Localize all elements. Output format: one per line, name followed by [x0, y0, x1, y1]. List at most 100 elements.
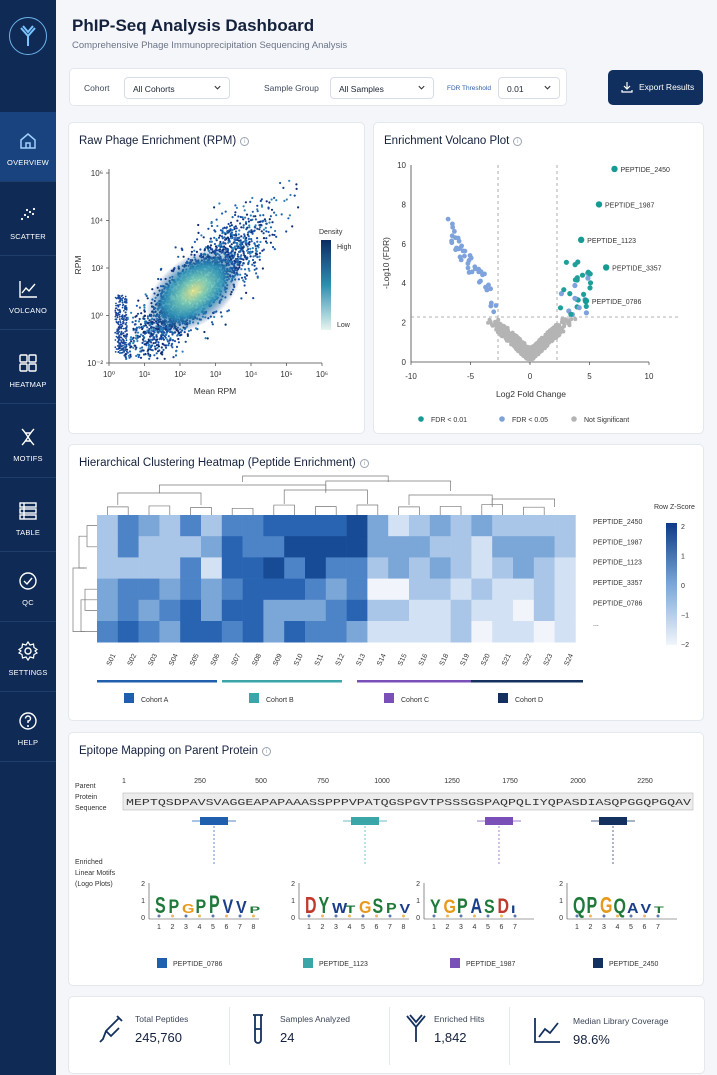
heatmap-cell: [180, 621, 202, 643]
heatmap-cell: [159, 536, 181, 558]
fdr-threshold-select[interactable]: 0.01: [498, 77, 560, 99]
heatmap-cell: [388, 621, 410, 643]
logo-position: 2: [589, 924, 593, 931]
scatter-point: [222, 242, 225, 245]
logo-position: 4: [616, 924, 620, 931]
scatter-point: [135, 346, 138, 349]
heatmap-cell: [409, 621, 431, 643]
sample-group-select[interactable]: All Samples: [330, 77, 434, 99]
scatter-point: [244, 221, 248, 224]
scatter-point: [231, 216, 234, 219]
scatter-point: [272, 246, 275, 249]
scatter-point: [250, 231, 253, 234]
scatter-point: [253, 264, 256, 267]
scatter-point: [120, 295, 123, 297]
logo-position: 3: [334, 924, 338, 931]
scatter-point: [221, 237, 224, 240]
scatter-point: [224, 242, 227, 245]
volcano-point-ns: [516, 348, 521, 353]
heatmap-cell: [221, 578, 243, 601]
info-icon[interactable]: i: [240, 137, 250, 146]
heatmap-cell: [346, 578, 368, 601]
volcano-highlight-point[interactable]: [577, 236, 585, 244]
volcano-point-ns: [560, 316, 565, 321]
info-icon[interactable]: i: [513, 137, 523, 146]
cohort-select[interactable]: All Cohorts: [124, 77, 230, 99]
info-icon[interactable]: i: [262, 747, 272, 756]
nav-item-help[interactable]: HELP: [0, 692, 56, 762]
scatter-point: [115, 302, 117, 305]
scatter-point: [166, 338, 169, 341]
scatter-point: [242, 205, 245, 208]
heatmap-cell: [429, 621, 451, 643]
volcano-highlight-point[interactable]: [595, 201, 603, 208]
heatmap-cell: [325, 557, 347, 579]
volcano-point-fdr01: [572, 295, 578, 301]
volcano-highlight-point[interactable]: [611, 165, 618, 173]
nav-item-scatter[interactable]: SCATTER: [0, 186, 56, 256]
scatter-point: [215, 238, 218, 241]
volcano-point-ns: [512, 343, 517, 348]
scatter-point: [239, 255, 242, 258]
scatter-point: [135, 329, 138, 332]
scatter-point: [137, 320, 141, 323]
heatmap-cell: [492, 515, 514, 537]
clustering-heatmap[interactable]: PEPTIDE_2450 PEPTIDE_1987 PEPTIDE_1123 PEPT…: [69, 445, 705, 722]
heatmap-cell: [409, 536, 431, 558]
scatter-point: [147, 322, 150, 325]
heatmap-sample-label: S06: [210, 653, 222, 667]
volcano-point-ns: [489, 322, 494, 327]
scatter-point: [141, 325, 144, 328]
scatter-point: [268, 234, 271, 237]
scatter-point: [174, 354, 178, 357]
logo-letter: G: [600, 893, 612, 919]
scatter-point: [180, 247, 183, 250]
scatter-point: [150, 332, 153, 335]
nav-item-table[interactable]: TABLE: [0, 482, 56, 552]
scatter-point: [120, 344, 122, 347]
export-results-button[interactable]: Export Results: [608, 70, 703, 105]
nav-item-settings[interactable]: SETTINGS: [0, 622, 56, 692]
heatmap-sample-label: S02: [127, 653, 139, 667]
logo-position: 4: [198, 924, 202, 931]
nav-item-heatmap[interactable]: HEATMAP: [0, 334, 56, 404]
scatter-point: [118, 334, 121, 337]
scatter-point: [184, 340, 187, 343]
scatter-point: [252, 297, 255, 300]
scatter-point: [285, 198, 288, 201]
volcano-highlight-point[interactable]: [582, 297, 590, 305]
logo-position: 2: [446, 924, 450, 931]
scatter-point: [176, 334, 179, 337]
scatter-point: [280, 213, 283, 216]
scatter-point: [279, 181, 282, 185]
heatmap-cell: [533, 621, 555, 643]
nav-item-motifs[interactable]: MOTIFS: [0, 408, 56, 478]
nav-item-volcano[interactable]: VOLCANO: [0, 260, 56, 330]
volcano-point-ns: [528, 347, 533, 352]
nav-item-qc[interactable]: QC: [0, 552, 56, 622]
scatter-point: [256, 240, 259, 243]
scatter-point: [140, 333, 143, 336]
scatter-point: [244, 242, 247, 245]
info-icon[interactable]: i: [359, 459, 369, 468]
scatter-point: [253, 225, 256, 229]
volcano-point-fdr05: [453, 247, 458, 253]
scatter-point: [120, 332, 122, 335]
heatmap-cell: [221, 621, 243, 643]
nav-item-overview[interactable]: OVERVIEW: [0, 112, 56, 182]
scatter-point: [157, 341, 160, 344]
volcano-plot[interactable]: -10 -5 0 5 10 10 8 6 4 2 0 PEPTIDE_2450 PEPTIDE_1987…: [374, 123, 705, 435]
scatter-point: [121, 347, 124, 350]
scatter-point: [239, 239, 242, 242]
scatter-point: [243, 280, 246, 283]
scatter-point: [142, 330, 145, 333]
volcano-point-ns: [515, 337, 520, 342]
volcano-point-ns: [541, 336, 546, 341]
scatter-point: [114, 315, 117, 318]
volcano-point-fdr05: [493, 303, 499, 308]
volcano-highlight-point[interactable]: [602, 264, 610, 271]
scatter-point: [117, 321, 120, 323]
scatter-point: [141, 334, 145, 337]
